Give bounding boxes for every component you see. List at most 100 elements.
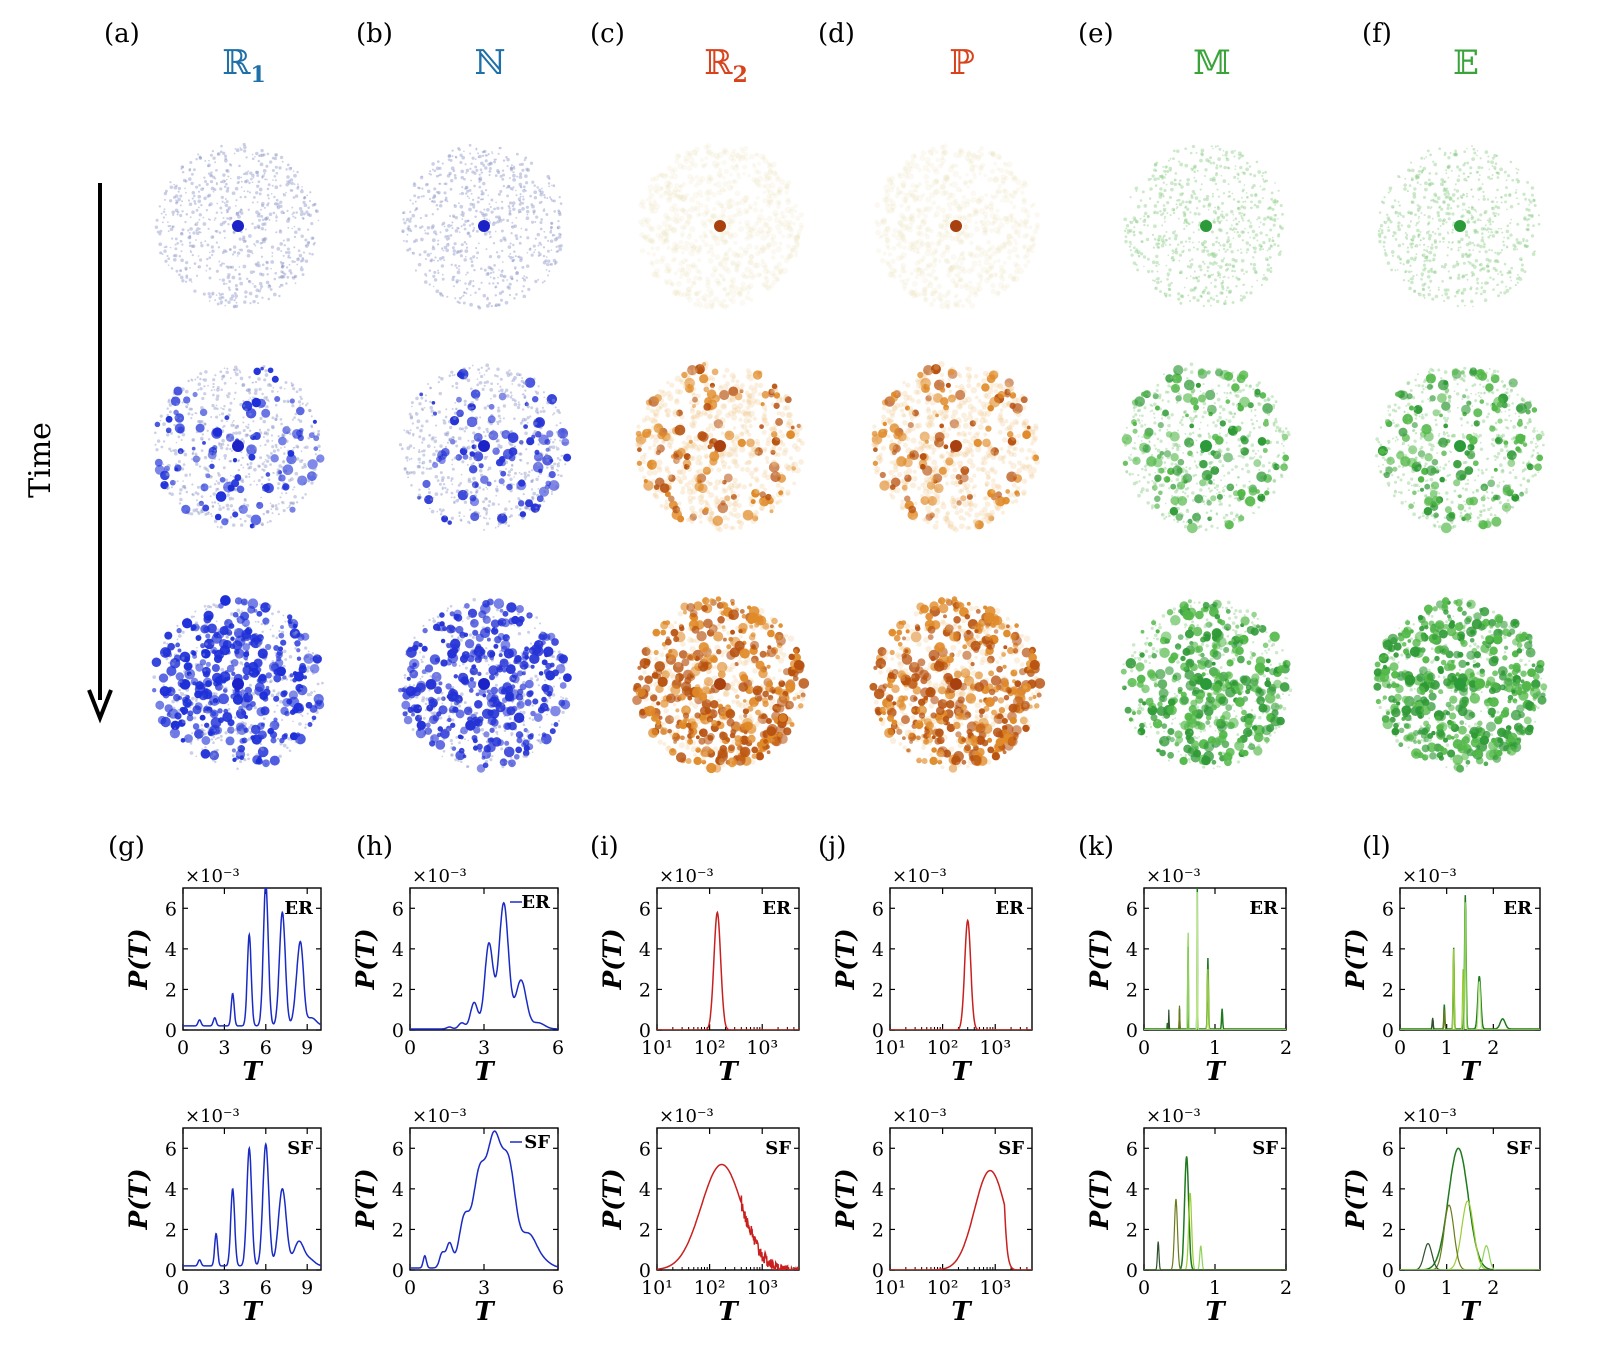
network-node — [546, 430, 554, 438]
network-node — [287, 471, 291, 476]
network-node — [212, 156, 216, 160]
network-node — [232, 424, 236, 427]
network-node — [670, 227, 677, 234]
seed-node — [232, 678, 244, 690]
network-node — [181, 432, 186, 437]
network-node — [168, 199, 173, 203]
network-node — [166, 486, 170, 490]
network-node — [278, 754, 282, 759]
network-node — [173, 183, 176, 186]
network-node — [488, 173, 491, 177]
network-node — [432, 411, 438, 416]
network-node — [664, 173, 669, 178]
network-node — [244, 703, 247, 706]
network-node — [510, 507, 513, 511]
network-node — [557, 210, 562, 215]
network-node — [291, 206, 294, 209]
network-node — [187, 412, 191, 416]
network-node — [463, 430, 467, 433]
network-node — [181, 719, 186, 724]
network-node — [484, 212, 488, 217]
network-node — [498, 653, 503, 658]
network-node — [705, 210, 710, 216]
network-node — [203, 466, 207, 470]
network-column-2: (b)ℕ — [356, 19, 572, 773]
network-node — [271, 425, 275, 430]
network-node — [469, 494, 477, 502]
network-node — [711, 302, 716, 307]
network-node — [191, 210, 195, 214]
network-node — [465, 765, 469, 769]
network-node — [422, 716, 426, 720]
network-node — [691, 280, 697, 286]
network-node — [266, 178, 268, 181]
network-node — [420, 658, 423, 661]
network-node — [266, 521, 269, 524]
network-node — [258, 192, 262, 196]
network-node — [163, 249, 167, 253]
network-node — [225, 282, 228, 285]
network-node — [214, 161, 217, 164]
network-node — [488, 517, 491, 520]
network-node — [672, 166, 678, 173]
network-node — [428, 618, 431, 622]
network-node — [277, 503, 280, 505]
network-node — [659, 259, 665, 264]
network-node — [450, 480, 453, 482]
network-node — [503, 620, 506, 623]
network-node — [468, 522, 471, 525]
network-node — [252, 381, 255, 384]
network-node — [220, 195, 224, 200]
network-node — [280, 625, 284, 630]
network-node — [175, 184, 178, 187]
network-node — [215, 183, 218, 186]
network-node — [299, 259, 303, 263]
network-node — [504, 740, 510, 746]
network-node — [674, 290, 681, 297]
network-node — [203, 455, 208, 460]
network-node — [437, 380, 440, 384]
network-node — [205, 182, 209, 186]
network-node — [202, 216, 205, 219]
network-node — [279, 699, 283, 704]
network-node — [256, 201, 259, 204]
network-node — [238, 164, 241, 168]
network-node — [275, 154, 277, 157]
network-node — [301, 273, 305, 277]
network-node — [507, 524, 511, 528]
network-node — [444, 196, 448, 200]
network-node — [239, 738, 246, 744]
network-node — [508, 369, 511, 372]
network-node — [530, 710, 536, 717]
network-node — [260, 366, 264, 371]
network-node — [313, 202, 317, 206]
network-node — [289, 256, 292, 259]
network-node — [239, 146, 242, 149]
network-node — [239, 691, 243, 695]
network-node — [542, 409, 546, 413]
network-node — [251, 157, 255, 161]
network-node — [450, 370, 454, 374]
network-node — [551, 184, 553, 187]
network-node — [523, 188, 526, 191]
network-node — [219, 476, 226, 483]
network-node — [238, 369, 241, 372]
network-node — [187, 235, 192, 240]
network-node — [490, 718, 499, 727]
network-node — [509, 242, 512, 245]
network-node — [264, 373, 269, 377]
network-node — [445, 432, 449, 437]
network-node — [253, 226, 257, 230]
network-node — [528, 690, 534, 696]
network-node — [182, 178, 187, 183]
network-node — [234, 186, 239, 191]
network-node — [526, 213, 529, 216]
network-node — [245, 408, 257, 419]
network-node — [306, 692, 311, 697]
network-node — [185, 276, 189, 279]
network-node — [246, 249, 251, 253]
network-node — [219, 150, 223, 154]
network-node — [221, 278, 226, 282]
network-node — [271, 440, 274, 442]
network-node — [562, 697, 565, 700]
